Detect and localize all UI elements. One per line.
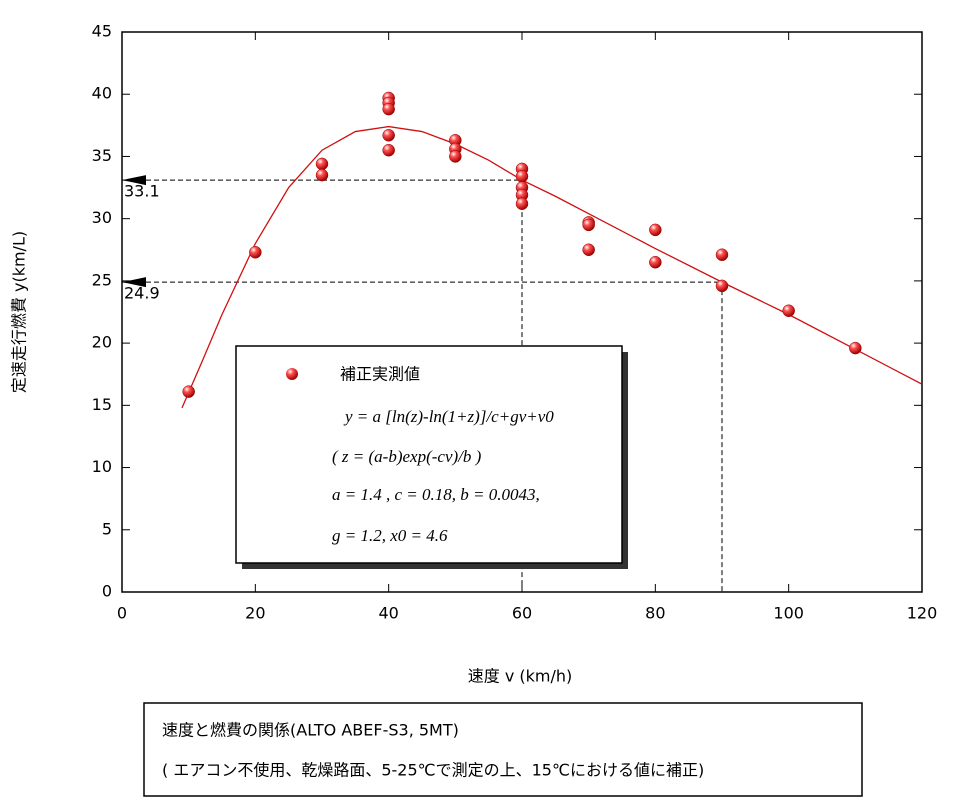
data-point bbox=[449, 150, 462, 163]
legend-formula: a = 1.4 , c = 0.18, b = 0.0043, bbox=[332, 485, 540, 504]
y-tick-label: 10 bbox=[92, 457, 112, 476]
legend-box bbox=[235, 345, 623, 564]
x-tick-label: 120 bbox=[907, 604, 938, 623]
reference-label: 24.9 bbox=[124, 284, 160, 303]
x-tick-label: 20 bbox=[245, 604, 265, 623]
x-tick-label: 0 bbox=[117, 604, 127, 623]
data-point bbox=[649, 223, 662, 237]
legend-formula: g = 1.2, x0 = 4.6 bbox=[332, 526, 448, 545]
x-tick-label: 80 bbox=[645, 604, 665, 623]
y-tick-label: 45 bbox=[92, 22, 112, 41]
y-tick-label: 5 bbox=[102, 519, 112, 538]
legend-marker bbox=[286, 368, 298, 380]
data-point bbox=[249, 246, 262, 259]
data-point bbox=[382, 129, 395, 142]
y-tick-label: 15 bbox=[92, 395, 112, 414]
y-tick-label: 35 bbox=[92, 146, 112, 165]
data-point bbox=[382, 143, 395, 157]
data-point bbox=[715, 279, 729, 293]
legend: 補正実測値 y = a [ln(z)-ln(1+z)]/c+gv+v0 ( z =… bbox=[235, 345, 628, 569]
data-point bbox=[849, 341, 862, 355]
x-tick-label: 100 bbox=[773, 604, 804, 623]
data-point bbox=[515, 170, 529, 183]
x-axis-label: 速度 v (km/h) bbox=[468, 667, 573, 686]
reference-line bbox=[122, 281, 723, 592]
data-point bbox=[649, 255, 662, 269]
y-axis-label: 定速走行燃費 y(km/L) bbox=[10, 231, 29, 393]
data-point bbox=[582, 218, 595, 232]
data-point bbox=[582, 243, 595, 257]
y-tick-label: 25 bbox=[92, 270, 112, 289]
reference-arrow bbox=[122, 277, 146, 288]
caption-box bbox=[143, 702, 863, 797]
reference-arrow bbox=[122, 175, 146, 186]
legend-label: 補正実測値 bbox=[340, 365, 420, 384]
data-point bbox=[515, 197, 529, 210]
data-point bbox=[182, 385, 195, 398]
data-point bbox=[715, 248, 729, 262]
data-point bbox=[382, 102, 395, 116]
caption-line: 速度と燃費の関係(ALTO ABEF-S3, 5MT) bbox=[162, 721, 459, 740]
y-tick-label: 30 bbox=[92, 208, 112, 227]
x-tick-label: 60 bbox=[512, 604, 532, 623]
data-point bbox=[782, 304, 795, 318]
caption-line: ( エアコン不使用、乾燥路面、5-25℃で測定の上、15℃における値に補正) bbox=[162, 761, 704, 780]
x-tick-label: 40 bbox=[378, 604, 398, 623]
y-tick-label: 40 bbox=[92, 84, 112, 103]
legend-formula: ( z = (a-b)exp(-cv)/b ) bbox=[332, 447, 482, 466]
y-tick-label: 20 bbox=[92, 333, 112, 352]
y-tick-label: 0 bbox=[102, 582, 112, 601]
legend-formula: y = a [ln(z)-ln(1+z)]/c+gv+v0 bbox=[343, 407, 554, 426]
data-point bbox=[315, 157, 329, 171]
data-point bbox=[315, 168, 329, 182]
reference-label: 33.1 bbox=[124, 182, 160, 201]
